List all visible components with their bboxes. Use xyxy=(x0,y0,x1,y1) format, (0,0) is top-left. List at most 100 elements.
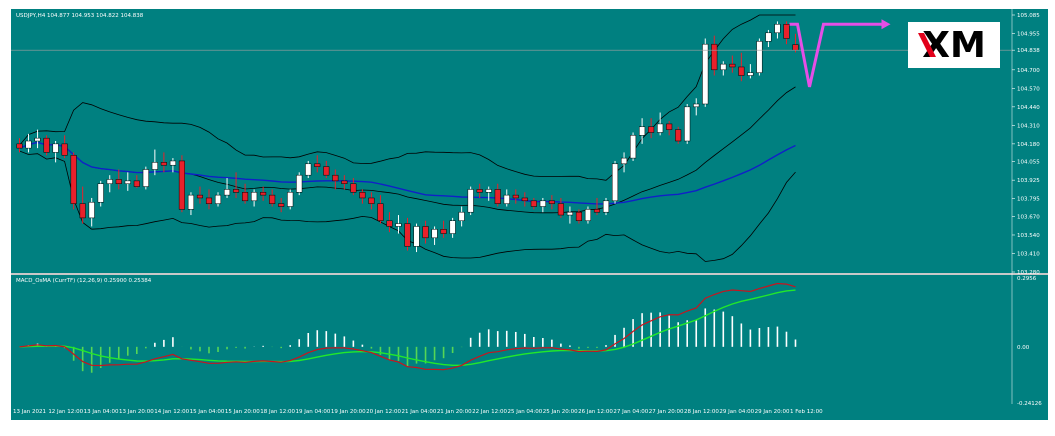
candle-body xyxy=(440,229,447,234)
candle-body xyxy=(684,106,691,142)
candle-body xyxy=(88,201,95,219)
price-tick-label: 104.055 xyxy=(1017,160,1040,166)
candle-body xyxy=(431,229,438,239)
candle-body xyxy=(223,189,231,196)
time-label: 15 Jan 20:00 xyxy=(225,409,260,415)
candle-body xyxy=(205,197,213,204)
candle-body xyxy=(702,43,709,105)
time-label: 19 Jan 20:00 xyxy=(331,409,366,415)
candle-body xyxy=(269,194,276,204)
candle-body xyxy=(611,163,619,202)
candle-body xyxy=(756,41,763,73)
candle-body xyxy=(566,211,573,216)
candle-body xyxy=(602,200,610,213)
candle-body xyxy=(675,129,682,142)
time-label: 13 Jan 2021 xyxy=(13,409,46,415)
candle-body xyxy=(178,160,185,210)
candle-body xyxy=(260,192,267,196)
candle-body xyxy=(747,72,754,76)
price-tick-label: 104.838 xyxy=(1017,48,1040,54)
time-label: 20 Jan 12:00 xyxy=(366,409,401,415)
candle-body xyxy=(386,220,393,227)
candle-body xyxy=(151,162,158,170)
candle-body xyxy=(593,209,601,213)
candle-body xyxy=(458,211,465,221)
candle-body xyxy=(774,24,781,34)
candle-body xyxy=(133,180,140,187)
osma-pane[interactable] xyxy=(11,275,1048,404)
band-upper xyxy=(19,14,796,181)
candle-body xyxy=(323,166,330,176)
price-tick-label: 103.410 xyxy=(1017,251,1040,257)
candle-body xyxy=(467,189,474,213)
logo-box xyxy=(908,22,1000,68)
candle-body xyxy=(242,192,249,202)
arrow-head xyxy=(881,19,891,30)
osma-tick-label: 0.2956 xyxy=(1017,276,1037,282)
candle-body xyxy=(79,203,86,219)
time-label: 13 Jan 20:00 xyxy=(119,409,154,415)
candle-body xyxy=(305,163,312,176)
candle-body xyxy=(512,194,519,199)
candle-body xyxy=(621,157,628,165)
candle-body xyxy=(359,192,366,199)
candle-body xyxy=(657,123,664,133)
chart-header: USDJPY,H4 104.877 104.953 104.822 104.83… xyxy=(16,13,144,19)
candles xyxy=(16,21,799,253)
candle-body xyxy=(693,103,700,108)
candle-body xyxy=(584,209,592,221)
candle-body xyxy=(792,44,799,51)
candle-body xyxy=(476,189,483,193)
macd-lines xyxy=(19,282,796,371)
main-pane[interactable] xyxy=(11,9,1048,273)
price-tick-label: 104.955 xyxy=(1017,32,1040,38)
osma-tick-label: -0.24126 xyxy=(1017,401,1042,407)
candle-body xyxy=(214,194,222,204)
candle-body xyxy=(34,137,41,142)
time-label: 21 Jan 20:00 xyxy=(437,409,472,415)
candle-body xyxy=(539,200,546,207)
logo-text: XM xyxy=(922,25,986,66)
logo-red-slash xyxy=(918,33,936,57)
time-label: 21 Jan 04:00 xyxy=(402,409,437,415)
candle-body xyxy=(422,226,429,239)
candle-body xyxy=(287,192,294,207)
price-tick-label: 103.280 xyxy=(1017,270,1040,276)
time-label: 13 Jan 04:00 xyxy=(84,409,119,415)
candle-body xyxy=(106,179,113,184)
price-tick-label: 104.310 xyxy=(1017,123,1040,129)
price-scale: 105.085 104.955 104.838 104.700 104.570 104.4… xyxy=(1012,13,1042,407)
candle-body xyxy=(395,223,402,227)
candle-body xyxy=(296,174,303,193)
time-label: 28 Jan 12:00 xyxy=(684,409,719,415)
time-label: 15 Jan 04:00 xyxy=(190,409,225,415)
candle-body xyxy=(639,126,646,136)
candle-body xyxy=(765,32,772,42)
price-tick-label: 103.670 xyxy=(1017,214,1040,220)
candle-body xyxy=(494,189,501,204)
time-label: 1 Feb 12:00 xyxy=(790,409,823,415)
time-label: 26 Jan 12:00 xyxy=(578,409,613,415)
candle-body xyxy=(503,194,510,204)
candle-body xyxy=(160,162,167,166)
price-tick-label: 104.570 xyxy=(1017,86,1040,92)
price-tick-label: 104.180 xyxy=(1017,142,1040,148)
candle-body xyxy=(169,160,176,166)
time-label: 18 Jan 12:00 xyxy=(260,409,295,415)
candle-body xyxy=(720,63,727,71)
candle-body xyxy=(187,194,194,210)
candle-body xyxy=(368,197,375,204)
candle-body xyxy=(530,200,537,207)
candle-body xyxy=(350,183,357,193)
candle-body xyxy=(115,179,122,184)
candle-body xyxy=(124,180,131,184)
time-label: 29 Jan 04:00 xyxy=(719,409,754,415)
candle-body xyxy=(575,211,582,221)
candle-body xyxy=(648,126,655,133)
candle-body xyxy=(666,123,673,130)
candle-body xyxy=(251,192,258,202)
time-label: 14 Jan 12:00 xyxy=(154,409,189,415)
candle-body xyxy=(70,154,77,204)
